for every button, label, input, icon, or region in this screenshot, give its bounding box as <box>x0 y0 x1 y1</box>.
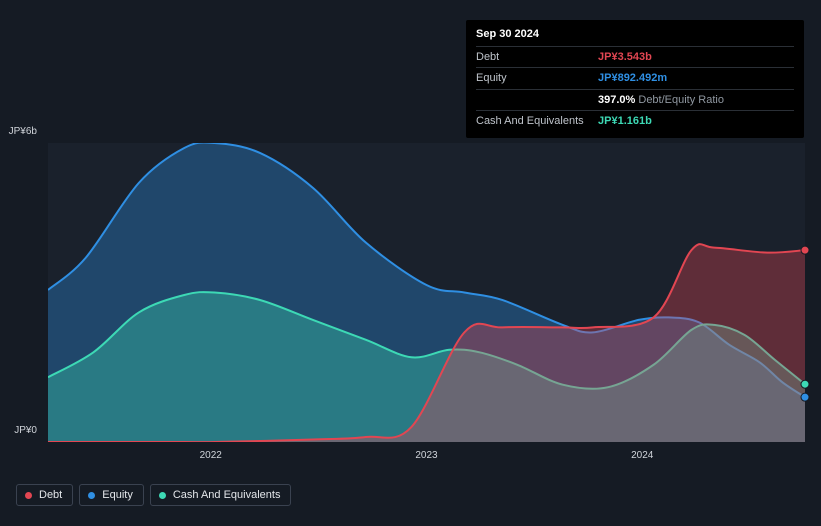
tooltip-row-label: Cash And Equivalents <box>476 113 598 130</box>
legend-dot-icon <box>159 492 166 499</box>
tooltip-row-label: Equity <box>476 70 598 87</box>
tooltip-date: Sep 30 2024 <box>476 26 794 46</box>
tooltip-row-value: JP¥892.492m <box>598 70 667 87</box>
legend-label: Cash And Equivalents <box>173 489 281 501</box>
tooltip-row-value: JP¥1.161b <box>598 113 652 130</box>
legend-item-debt[interactable]: Debt <box>16 484 73 506</box>
legend-dot-icon <box>25 492 32 499</box>
x-axis-tick-2023: 2023 <box>415 450 437 461</box>
tooltip-row-suffix: Debt/Equity Ratio <box>635 94 724 106</box>
legend-item-cash[interactable]: Cash And Equivalents <box>150 484 292 506</box>
tooltip-row-value: JP¥3.543b <box>598 49 652 66</box>
legend: Debt Equity Cash And Equivalents <box>16 484 291 506</box>
legend-item-equity[interactable]: Equity <box>79 484 144 506</box>
x-axis-tick-2024: 2024 <box>631 450 653 461</box>
end-marker-cash <box>801 380 809 388</box>
legend-label: Equity <box>102 489 133 501</box>
x-axis-tick-2022: 2022 <box>200 450 222 461</box>
tooltip-row: 397.0% Debt/Equity Ratio <box>476 89 794 111</box>
end-marker-debt <box>801 246 809 254</box>
legend-dot-icon <box>88 492 95 499</box>
y-axis-max-label: JP¥6b <box>9 126 37 137</box>
end-marker-equity <box>801 393 809 401</box>
tooltip-row: Cash And EquivalentsJP¥1.161b <box>476 110 794 132</box>
legend-label: Debt <box>39 489 62 501</box>
tooltip-row-label <box>476 92 598 109</box>
tooltip-row-label: Debt <box>476 49 598 66</box>
y-axis-min-label: JP¥0 <box>14 425 37 436</box>
tooltip-row-value: 397.0% Debt/Equity Ratio <box>598 92 724 109</box>
data-tooltip: Sep 30 2024 DebtJP¥3.543bEquityJP¥892.49… <box>466 20 804 138</box>
tooltip-row: DebtJP¥3.543b <box>476 46 794 68</box>
tooltip-row: EquityJP¥892.492m <box>476 67 794 89</box>
